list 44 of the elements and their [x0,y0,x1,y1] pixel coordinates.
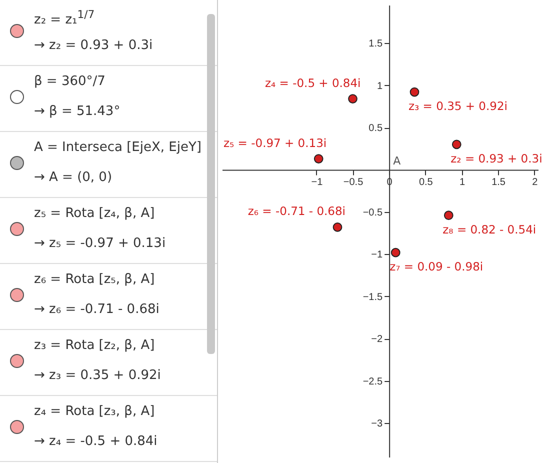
point [410,87,420,97]
text: A = Interseca [EjeX, EjeY] [34,140,202,155]
y-tick-label: −1.5 [362,292,384,303]
x-tick-label: 0.5 [418,177,434,188]
text: z₅ = Rota [z₄, β, A] [34,206,155,221]
text: z₂ = z₁$^{1/7}$ [34,8,95,28]
x-tick-label: −1 [311,177,324,188]
text: → z₄ = -0.5 + 0.84i [34,434,158,449]
y-tick-label: 0.5 [368,123,384,134]
y-tick-label: 1.5 [368,38,384,50]
y-tick-label: −2.5 [362,376,384,388]
annotation: A [393,154,402,168]
y-tick-label: −3 [371,418,384,430]
x-tick-label: 1.5 [492,177,506,188]
point [452,140,462,150]
data-label: z₆ = -0.71 - 0.68i [248,204,346,218]
point [314,154,324,164]
data-label: z₈ = 0.82 - 0.54i [442,222,536,236]
point [348,94,358,104]
y-tick-label: −2 [371,334,384,346]
text: z₃ = Rota [z₂, β, A] [34,338,155,353]
text: → z₅ = -0.97 + 0.13i [34,236,166,251]
text: z₆ = Rota [z₅, β, A] [34,272,155,287]
text: → z₂ = 0.93 + 0.3i [34,38,153,53]
data-label: z₃ = 0.35 + 0.92i [408,99,508,114]
text: z₄ = Rota [z₃, β, A] [34,404,155,419]
y-tick-label: −1 [371,250,384,261]
data-label: z₇ = 0.09 - 0.98i [390,260,484,274]
point [332,222,342,232]
point [390,248,400,258]
x-tick-label: 1 [459,177,466,188]
x-tick-label: −0.5 [343,177,364,188]
point [444,210,454,220]
x-tick-label: 2 [532,177,538,188]
y-tick-label: 1 [377,80,384,92]
text: → z₆ = -0.71 - 0.68i [34,302,160,317]
text: β = 360°/7 [34,74,106,89]
y-tick-label: −0.5 [362,207,384,218]
text: → z₃ = 0.35 + 0.92i [34,368,161,383]
data-label: z₄ = -0.5 + 0.84i [264,76,361,90]
data-label: z₅ = -0.97 + 0.13i [224,136,327,150]
data-label: z₂ = 0.93 + 0.3i [450,151,542,166]
text: → β = 51.43° [34,104,120,119]
text: → A = (0, 0) [34,170,112,185]
